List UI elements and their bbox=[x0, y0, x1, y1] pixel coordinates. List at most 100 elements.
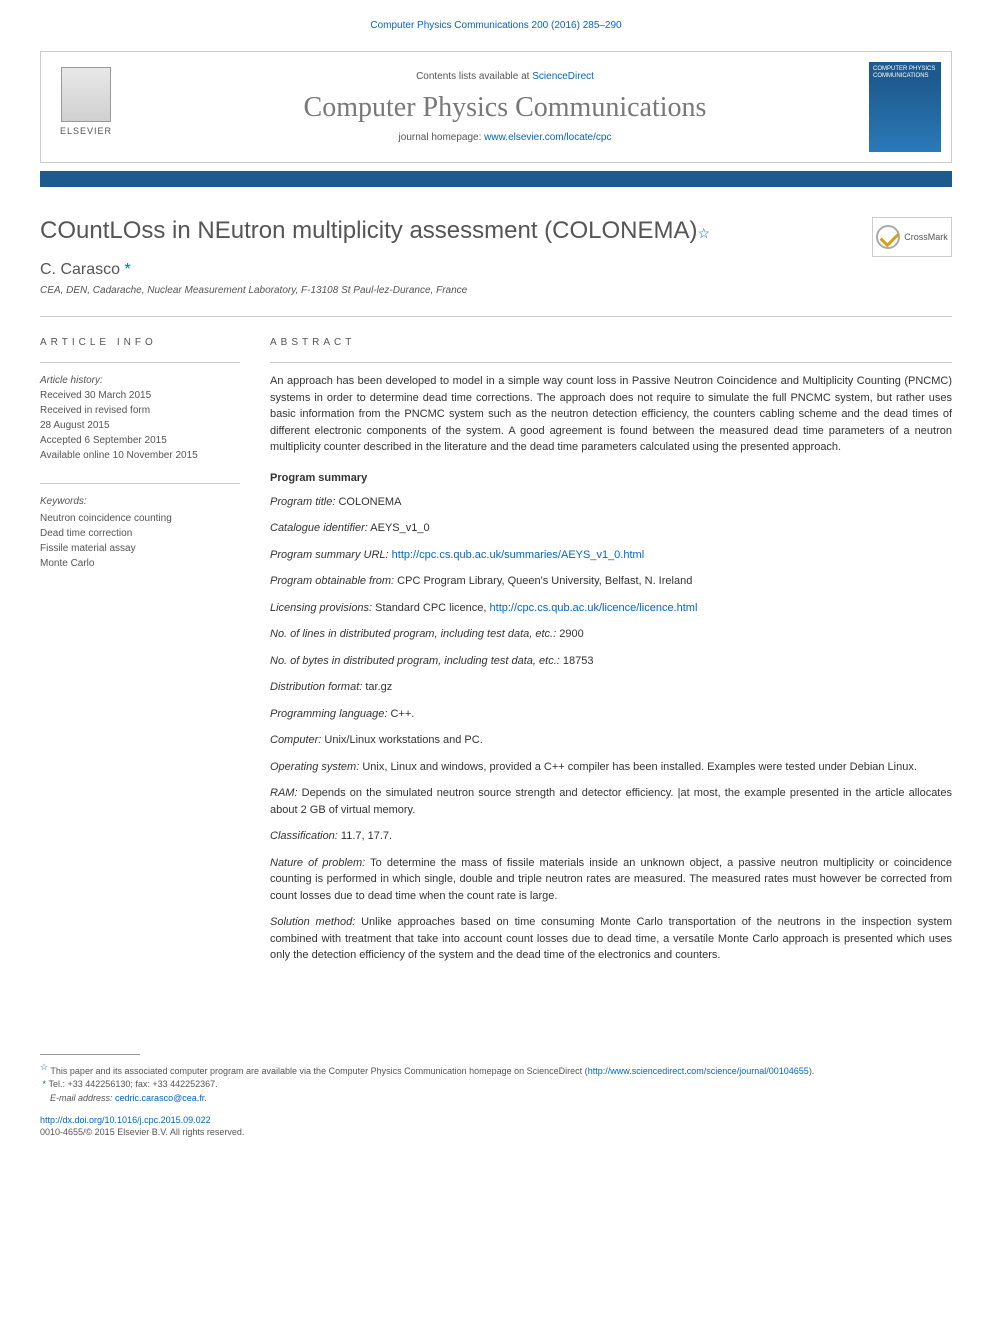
program-item: Program title: COLONEMA bbox=[270, 494, 952, 511]
program-item-value: COLONEMA bbox=[335, 496, 401, 508]
doi-link[interactable]: http://dx.doi.org/10.1016/j.cpc.2015.09.… bbox=[40, 1115, 211, 1125]
corresponding-author-star: * bbox=[120, 261, 131, 278]
abstract-text: An approach has been developed to model … bbox=[270, 373, 952, 456]
article-info-column: ARTICLE INFO Article history: Received 3… bbox=[40, 337, 240, 974]
corresponding-star: * bbox=[40, 1079, 49, 1089]
keyword: Dead time correction bbox=[40, 528, 132, 539]
program-item-label: Solution method: bbox=[270, 916, 355, 928]
history-line: 28 August 2015 bbox=[40, 420, 110, 431]
program-item-link[interactable]: http://cpc.cs.qub.ac.uk/licence/licence.… bbox=[490, 602, 698, 614]
homepage-link[interactable]: www.elsevier.com/locate/cpc bbox=[484, 132, 611, 143]
footnote-divider bbox=[40, 1054, 140, 1055]
main-content: ARTICLE INFO Article history: Received 3… bbox=[40, 337, 952, 974]
footer: ☆ This paper and its associated computer… bbox=[40, 1054, 952, 1138]
program-item-label: Program title: bbox=[270, 496, 335, 508]
program-item-label: Nature of problem: bbox=[270, 857, 365, 869]
program-item-label: Operating system: bbox=[270, 761, 359, 773]
program-item-label: No. of lines in distributed program, inc… bbox=[270, 628, 556, 640]
title-text: COuntLOss in NEutron multiplicity assess… bbox=[40, 217, 698, 245]
keywords-block: Keywords: Neutron coincidence counting D… bbox=[40, 494, 240, 571]
history-line: Received in revised form bbox=[40, 405, 150, 416]
program-item: Programming language: C++. bbox=[270, 706, 952, 723]
journal-cover-thumbnail: COMPUTER PHYSICS COMMUNICATIONS bbox=[869, 62, 941, 152]
citation-line: Computer Physics Communications 200 (201… bbox=[40, 20, 952, 31]
contents-list: Contents lists available at ScienceDirec… bbox=[141, 71, 869, 82]
program-item: Catalogue identifier: AEYS_v1_0 bbox=[270, 520, 952, 537]
copyright: 0010-4655/© 2015 Elsevier B.V. All right… bbox=[40, 1127, 952, 1137]
program-items-container: Program title: COLONEMA Catalogue identif… bbox=[270, 494, 952, 964]
program-item: No. of bytes in distributed program, inc… bbox=[270, 653, 952, 670]
crossmark-check-icon bbox=[876, 225, 900, 249]
program-item-label: Licensing provisions: bbox=[270, 602, 372, 614]
email-label: E-mail address: bbox=[50, 1093, 115, 1103]
footnote-1-prefix: This paper and its associated computer p… bbox=[50, 1066, 587, 1076]
author-name[interactable]: C. Carasco bbox=[40, 261, 120, 278]
program-item-value: AEYS_v1_0 bbox=[368, 522, 430, 534]
abstract-column: ABSTRACT An approach has been developed … bbox=[270, 337, 952, 974]
journal-header: ELSEVIER Contents lists available at Sci… bbox=[40, 51, 952, 163]
program-item: Computer: Unix/Linux workstations and PC… bbox=[270, 732, 952, 749]
program-item: No. of lines in distributed program, inc… bbox=[270, 626, 952, 643]
title-footnote-star: ☆ bbox=[698, 225, 711, 242]
program-item-value: To determine the mass of fissile materia… bbox=[270, 857, 952, 902]
homepage-prefix: journal homepage: bbox=[399, 132, 485, 143]
email-link[interactable]: cedric.carasco@cea.fr bbox=[115, 1093, 204, 1103]
journal-homepage: journal homepage: www.elsevier.com/locat… bbox=[141, 132, 869, 143]
program-item: Nature of problem: To determine the mass… bbox=[270, 855, 952, 905]
crossmark-label: CrossMark bbox=[904, 232, 948, 242]
program-item: Classification: 11.7, 17.7. bbox=[270, 828, 952, 845]
divider bbox=[40, 316, 952, 317]
footnote-2: Tel.: +33 442256130; fax: +33 442252367. bbox=[49, 1079, 218, 1089]
program-item-link[interactable]: http://cpc.cs.qub.ac.uk/summaries/AEYS_v… bbox=[392, 549, 645, 561]
history-line: Available online 10 November 2015 bbox=[40, 450, 198, 461]
program-item-value: 18753 bbox=[560, 655, 594, 667]
article-history: Article history: Received 30 March 2015 … bbox=[40, 373, 240, 463]
article-info-heading: ARTICLE INFO bbox=[40, 337, 240, 348]
program-item-value: CPC Program Library, Queen's University,… bbox=[394, 575, 692, 587]
program-summary-heading: Program summary bbox=[270, 472, 952, 484]
program-item: Solution method: Unlike approaches based… bbox=[270, 914, 952, 964]
program-item-label: RAM: bbox=[270, 787, 298, 799]
program-item: Operating system: Unix, Linux and window… bbox=[270, 759, 952, 776]
program-item-label: Program obtainable from: bbox=[270, 575, 394, 587]
program-item-value: Unix/Linux workstations and PC. bbox=[321, 734, 482, 746]
footnotes: ☆ This paper and its associated computer… bbox=[40, 1061, 952, 1106]
program-item-label: Catalogue identifier: bbox=[270, 522, 368, 534]
crossmark-button[interactable]: CrossMark bbox=[872, 217, 952, 257]
sciencedirect-link[interactable]: ScienceDirect bbox=[532, 71, 594, 82]
program-item: Program obtainable from: CPC Program Lib… bbox=[270, 573, 952, 590]
program-item-value: 2900 bbox=[556, 628, 584, 640]
program-item: Distribution format: tar.gz bbox=[270, 679, 952, 696]
header-center: Contents lists available at ScienceDirec… bbox=[141, 71, 869, 143]
program-item: Program summary URL: http://cpc.cs.qub.a… bbox=[270, 547, 952, 564]
contents-prefix: Contents lists available at bbox=[416, 71, 532, 82]
history-line: Accepted 6 September 2015 bbox=[40, 435, 167, 446]
elsevier-text: ELSEVIER bbox=[60, 126, 112, 136]
program-item-value: Depends on the simulated neutron source … bbox=[270, 787, 952, 816]
keyword: Fissile material assay bbox=[40, 543, 136, 554]
program-item-label: Distribution format: bbox=[270, 681, 362, 693]
journal-name: Computer Physics Communications bbox=[141, 92, 869, 124]
program-item-label: Classification: bbox=[270, 830, 338, 842]
program-item-value: 11.7, 17.7. bbox=[338, 830, 392, 842]
footnote-star-icon: ☆ bbox=[40, 1062, 48, 1072]
abstract-heading: ABSTRACT bbox=[270, 337, 952, 348]
footnote-1-link[interactable]: http://www.sciencedirect.com/science/jou… bbox=[588, 1066, 809, 1076]
keyword: Neutron coincidence counting bbox=[40, 513, 172, 524]
keywords-label: Keywords: bbox=[40, 494, 240, 509]
article-title: COuntLOss in NEutron multiplicity assess… bbox=[40, 217, 710, 245]
elsevier-tree-icon bbox=[61, 67, 111, 122]
program-item-label: Program summary URL: bbox=[270, 549, 389, 561]
program-item-label: Computer: bbox=[270, 734, 321, 746]
program-item: RAM: Depends on the simulated neutron so… bbox=[270, 785, 952, 818]
doi-line: http://dx.doi.org/10.1016/j.cpc.2015.09.… bbox=[40, 1115, 952, 1125]
authors: C. Carasco * bbox=[40, 261, 952, 279]
program-item-value: Standard CPC licence, bbox=[372, 602, 489, 614]
blue-separator-bar bbox=[40, 171, 952, 187]
program-item-value: Unlike approaches based on time consumin… bbox=[270, 916, 952, 961]
program-item-label: Programming language: bbox=[270, 708, 387, 720]
program-item-value: C++. bbox=[387, 708, 414, 720]
program-item-value: tar.gz bbox=[362, 681, 392, 693]
cover-text: COMPUTER PHYSICS COMMUNICATIONS bbox=[873, 66, 937, 80]
affiliation: CEA, DEN, Cadarache, Nuclear Measurement… bbox=[40, 285, 952, 296]
